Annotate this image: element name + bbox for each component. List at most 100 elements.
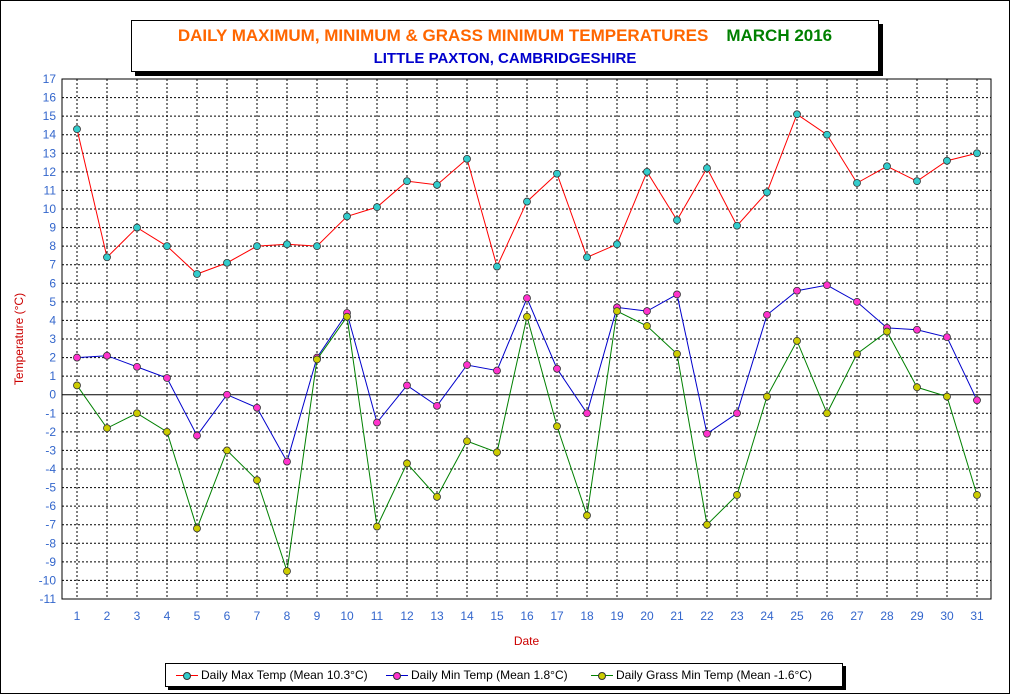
data-point-grass-min-temp	[493, 448, 501, 457]
data-point-grass-min-temp	[403, 459, 411, 468]
data-point-max-temp	[403, 177, 411, 186]
data-point-grass-min-temp	[853, 349, 861, 358]
y-tick-label: 11	[44, 183, 57, 197]
legend-swatch-grass-min	[591, 671, 613, 681]
data-point-min-temp	[73, 353, 81, 362]
x-tick-label: 3	[134, 609, 141, 623]
x-tick-label: 26	[820, 609, 834, 623]
y-tick-label: -10	[39, 573, 57, 587]
x-axis-label: Date	[514, 634, 540, 648]
data-point-max-temp	[133, 223, 141, 232]
data-point-grass-min-temp	[583, 511, 591, 520]
data-point-grass-min-temp	[463, 437, 471, 446]
axis-layer: 17161514131211109876543210-1-2-3-4-5-6-7…	[39, 72, 992, 623]
data-point-min-temp	[643, 307, 651, 316]
y-tick-label: 0	[49, 388, 56, 402]
data-point-grass-min-temp	[193, 524, 201, 533]
data-point-max-temp	[583, 253, 591, 262]
data-point-min-temp	[253, 403, 261, 412]
y-tick-label: -6	[45, 499, 56, 513]
y-tick-label: -2	[45, 425, 56, 439]
grid-lines	[62, 79, 991, 599]
y-tick-label: 9	[49, 221, 56, 235]
data-point-grass-min-temp	[103, 424, 111, 433]
legend-label-max: Daily Max Temp (Mean 10.3°C)	[201, 668, 368, 682]
data-point-max-temp	[553, 169, 561, 178]
data-point-grass-min-temp	[883, 327, 891, 336]
data-point-grass-min-temp	[433, 492, 441, 501]
x-tick-label: 31	[970, 609, 984, 623]
legend-label-min: Daily Min Temp (Mean 1.8°C)	[411, 668, 568, 682]
data-point-max-temp	[673, 216, 681, 225]
x-tick-label: 4	[164, 609, 171, 623]
data-point-max-temp	[703, 164, 711, 173]
data-point-min-temp	[853, 297, 861, 306]
data-point-min-temp	[973, 396, 981, 405]
y-tick-label: -7	[45, 518, 56, 532]
legend-swatch-max	[176, 671, 198, 681]
data-point-min-temp	[463, 361, 471, 369]
data-point-min-temp	[433, 401, 441, 410]
data-point-grass-min-temp	[703, 520, 711, 529]
x-tick-label: 14	[460, 609, 474, 623]
data-point-min-temp	[823, 281, 831, 290]
data-point-min-temp	[763, 310, 771, 319]
legend: Daily Max Temp (Mean 10.3°C) Daily Min T…	[165, 663, 843, 687]
data-point-grass-min-temp	[673, 349, 681, 358]
data-point-max-temp	[433, 180, 441, 189]
x-tick-label: 27	[850, 609, 864, 623]
data-point-max-temp	[943, 156, 951, 165]
y-tick-label: 5	[49, 295, 56, 309]
x-tick-label: 16	[520, 609, 534, 623]
y-tick-label: 3	[49, 332, 56, 346]
data-point-max-temp	[643, 167, 651, 176]
legend-swatch-min	[386, 671, 408, 681]
legend-label-grass-min: Daily Grass Min Temp (Mean -1.6°C)	[616, 668, 812, 682]
data-point-grass-min-temp	[763, 392, 771, 401]
data-point-max-temp	[823, 130, 831, 139]
data-point-max-temp	[283, 240, 291, 249]
y-tick-label: 6	[49, 276, 56, 290]
x-tick-label: 9	[314, 609, 321, 623]
data-point-max-temp	[313, 242, 321, 251]
data-point-min-temp	[403, 381, 411, 390]
data-point-max-temp	[913, 177, 921, 186]
x-tick-label: 23	[730, 609, 744, 623]
y-tick-label: 17	[43, 72, 57, 86]
x-tick-label: 7	[254, 609, 261, 623]
data-point-max-temp	[253, 242, 261, 251]
data-point-max-temp	[733, 221, 741, 230]
x-tick-label: 25	[790, 609, 804, 623]
data-point-grass-min-temp	[643, 322, 651, 330]
x-tick-label: 5	[194, 609, 201, 623]
x-tick-label: 1	[74, 609, 81, 623]
y-tick-label: 16	[43, 91, 57, 105]
data-point-max-temp	[223, 258, 231, 267]
x-tick-label: 12	[400, 609, 414, 623]
data-point-min-temp	[913, 325, 921, 334]
data-point-max-temp	[373, 203, 381, 212]
legend-item-grass-min: Daily Grass Min Temp (Mean -1.6°C)	[591, 668, 812, 682]
data-point-min-temp	[523, 294, 531, 303]
data-point-grass-min-temp	[553, 422, 561, 431]
y-axis-label: Temperature (°C)	[12, 293, 26, 385]
data-point-max-temp	[883, 162, 891, 171]
y-tick-label: -8	[45, 536, 56, 550]
chart-title-month: MARCH 2016	[726, 26, 833, 45]
x-tick-label: 8	[284, 609, 291, 623]
x-tick-label: 19	[610, 609, 624, 623]
data-point-grass-min-temp	[73, 381, 81, 390]
data-point-min-temp	[223, 390, 231, 399]
y-tick-label: 7	[49, 258, 56, 272]
data-point-grass-min-temp	[343, 312, 351, 321]
y-tick-label: -4	[45, 462, 56, 476]
x-tick-label: 30	[940, 609, 954, 623]
data-point-grass-min-temp	[313, 355, 321, 364]
y-tick-label: 1	[49, 369, 56, 383]
series-layer	[73, 110, 981, 576]
y-tick-label: 2	[49, 351, 56, 365]
data-point-min-temp	[793, 286, 801, 295]
plot-border	[61, 78, 992, 600]
y-tick-label: 12	[43, 165, 57, 179]
data-point-min-temp	[103, 351, 111, 360]
